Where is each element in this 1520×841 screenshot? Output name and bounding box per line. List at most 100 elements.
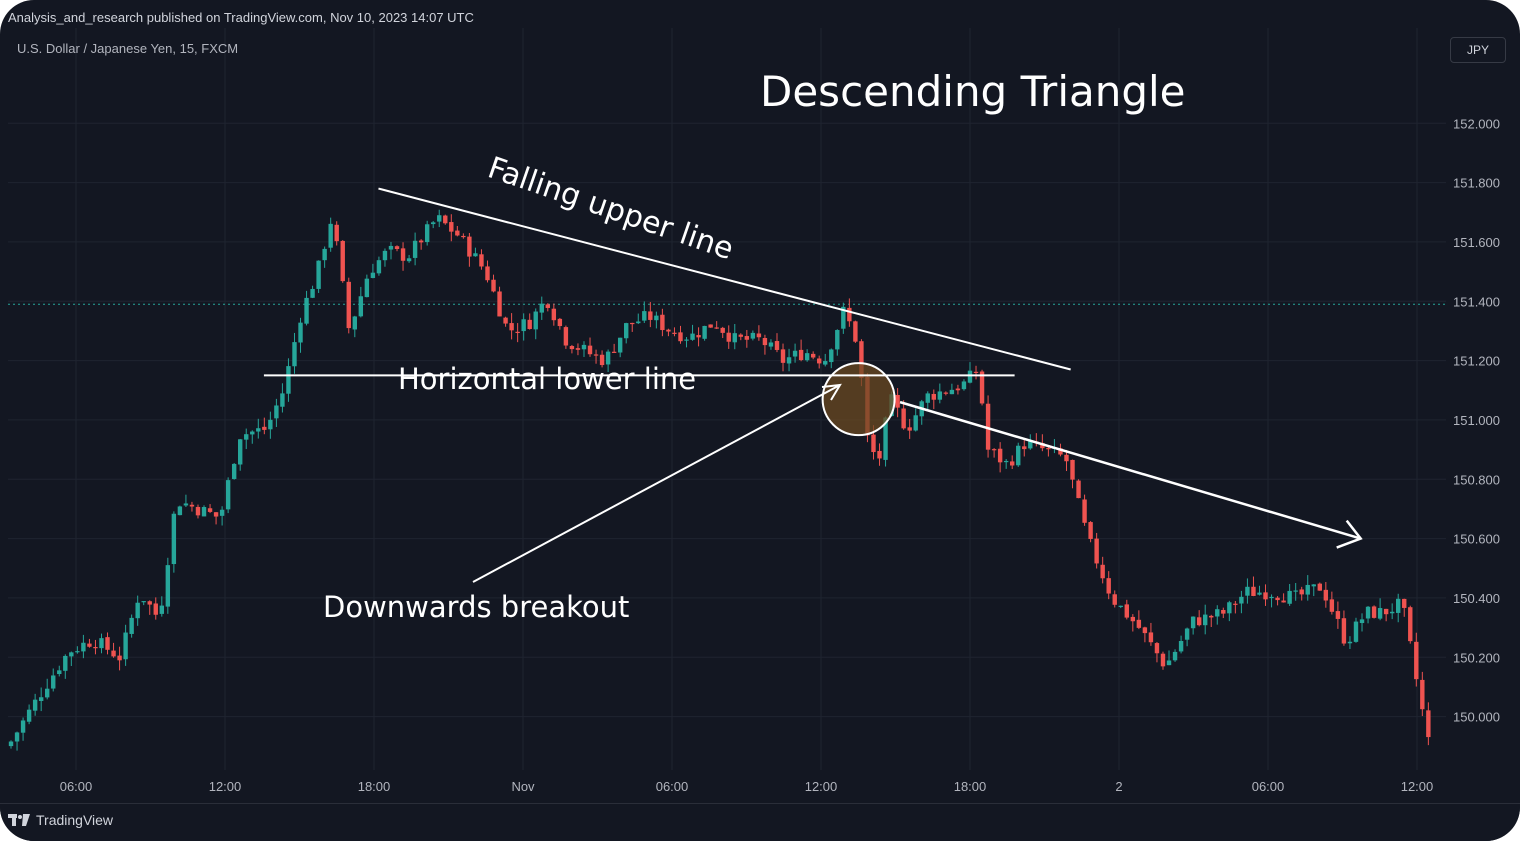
chart-title: Descending Triangle (760, 67, 1186, 116)
tradingview-logo[interactable]: TradingView (8, 812, 113, 828)
candle (1130, 614, 1136, 632)
candle (997, 442, 1003, 473)
candle (123, 624, 128, 666)
candle (213, 512, 219, 525)
candle (26, 704, 32, 725)
candle (340, 240, 345, 283)
footer (0, 803, 1520, 841)
candle (581, 341, 587, 357)
candle (605, 349, 611, 373)
candle (292, 332, 297, 374)
breakout-direction-arrow (899, 400, 1362, 540)
x-tick-label: 06:00 (1252, 779, 1285, 794)
candle (418, 239, 424, 250)
candle (895, 388, 900, 418)
candle (557, 317, 563, 330)
candle (1064, 449, 1069, 472)
candle (1341, 610, 1347, 646)
candle (159, 596, 164, 617)
candle (1088, 521, 1093, 543)
candle (400, 242, 406, 271)
candle (1022, 439, 1027, 457)
candle (1094, 532, 1099, 569)
candle (774, 333, 780, 353)
candle (491, 274, 496, 293)
candle (1335, 601, 1341, 629)
candle (1233, 601, 1238, 614)
candle (207, 504, 213, 514)
candle (57, 665, 62, 677)
candle (1293, 582, 1298, 601)
candle (1082, 494, 1087, 526)
candle (642, 301, 647, 324)
candle (1118, 605, 1123, 609)
currency-badge[interactable]: JPY (1450, 37, 1506, 63)
candle (1076, 479, 1081, 499)
candle (533, 308, 538, 340)
candle (937, 383, 943, 404)
candle (455, 225, 460, 237)
candle (1136, 610, 1142, 630)
candle (262, 417, 267, 435)
candle (1402, 598, 1407, 617)
candle (1377, 598, 1383, 621)
candle (798, 339, 804, 362)
downwards-breakout-label: Downwards breakout (323, 590, 629, 624)
candle (394, 245, 400, 252)
candle (690, 324, 695, 341)
candle (810, 351, 816, 360)
candle (1323, 582, 1329, 608)
candle (835, 329, 840, 356)
candle (129, 614, 134, 638)
symbol-line[interactable]: U.S. Dollar / Japanese Yen, 15, FXCM (17, 41, 239, 56)
candle (99, 633, 104, 654)
candle (877, 443, 882, 466)
candle (804, 349, 810, 362)
x-axis: 06:00 12:00 18:00 Nov 06:00 12:00 18:00 2 06:00 1… (60, 779, 1434, 794)
candle (1426, 702, 1431, 746)
x-tick-label: 06:00 (656, 779, 689, 794)
candle (919, 399, 924, 425)
x-tick-label: Nov (511, 779, 535, 794)
candle (105, 632, 110, 655)
candle (551, 303, 557, 326)
candle (714, 321, 719, 330)
x-tick-label: 18:00 (358, 779, 391, 794)
candle (780, 343, 786, 372)
candle (985, 395, 991, 458)
candle (485, 260, 490, 283)
candle (1251, 576, 1256, 597)
candles (8, 209, 1431, 751)
candle (1239, 590, 1244, 614)
candle (949, 383, 955, 395)
candle (177, 505, 183, 516)
candle (1329, 591, 1335, 615)
candle (1383, 608, 1389, 622)
candle (20, 717, 26, 741)
candle (955, 384, 961, 395)
candle (1227, 600, 1232, 622)
candle (1166, 650, 1172, 666)
candle (503, 316, 508, 327)
x-tick-label: 2 (1115, 779, 1122, 794)
y-tick-label: 150.800 (1453, 472, 1500, 487)
candle (286, 358, 291, 402)
candle (1263, 584, 1268, 606)
candle (1257, 585, 1262, 596)
candle (1281, 593, 1286, 603)
candle (1287, 583, 1292, 606)
y-axis: 152.000 151.800 151.600 151.400 151.200 151.0… (1453, 116, 1500, 724)
candle (51, 668, 56, 692)
candle (907, 418, 912, 439)
candle (388, 241, 394, 260)
y-tick-label: 152.000 (1453, 116, 1500, 131)
candle (738, 333, 743, 341)
candle (1408, 605, 1413, 644)
candle (32, 693, 38, 716)
candle (1245, 578, 1250, 604)
breakout-pointer-arrowhead (821, 383, 842, 401)
candle (756, 325, 762, 341)
candle (171, 511, 177, 573)
